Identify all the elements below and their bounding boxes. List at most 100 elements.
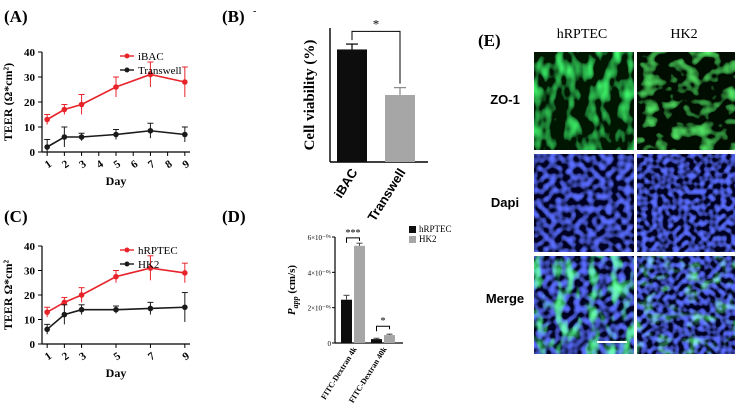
data-point [182, 131, 188, 138]
data-point [44, 144, 50, 150]
micrograph-hrptec-dapi [534, 154, 634, 252]
data-point [78, 101, 85, 108]
y-tick-label: 20 [24, 97, 36, 109]
legend-label: Transwell [138, 65, 182, 77]
x-tick-label: Transwell [364, 166, 408, 224]
y-tick-label: 40 [24, 241, 36, 253]
micrograph-hrptec-zo1 [534, 52, 634, 150]
legend-label: hRPTEC [419, 224, 452, 234]
y-tick-label: 0 [30, 339, 36, 351]
x-tick-label: 6 [129, 158, 141, 171]
y-tick-label: 20 [24, 290, 36, 302]
y-tick-label: 0 [30, 147, 36, 159]
panel-label-d: (D) [222, 207, 246, 226]
x-tick-label: 5 [112, 158, 124, 171]
chart-b: Cell viability (%) iBAC Transwell * [302, 16, 428, 224]
y-axis-label-sub: app [291, 296, 300, 308]
data-point [147, 71, 154, 78]
data-point [78, 306, 85, 313]
series-line-transwell [46, 129, 185, 148]
series-line-hk2 [46, 306, 185, 330]
y-axis-label: Cell viability (%) [302, 40, 318, 151]
data-point [61, 299, 68, 306]
series-line-hrptec [46, 267, 185, 313]
data-point [182, 79, 188, 85]
data-point [147, 305, 154, 312]
data-point [61, 134, 68, 140]
x-tick-label: 9 [180, 350, 192, 363]
data-point [113, 131, 119, 138]
x-tick-label: 2 [60, 158, 72, 171]
merge-fibres-hrptec [534, 256, 634, 354]
data-point [78, 292, 85, 298]
x-tick-label: 3 [77, 350, 89, 363]
panel-label-b: (B) [222, 7, 245, 26]
y-tick-label: 10 [24, 315, 36, 327]
y-axis-label: TEER (Ω*cm²) [1, 63, 15, 141]
data-point [182, 304, 188, 311]
data-point [44, 309, 50, 315]
y-tick-label: 30 [24, 72, 36, 84]
legend-swatch [409, 236, 416, 243]
y-tick-label: 2×10⁻⁰⁶ [308, 305, 332, 313]
micrograph-hrptec-merge [534, 256, 634, 354]
panel-label-e: (E) [478, 31, 501, 50]
data-point [182, 270, 188, 276]
x-tick-label: 7 [146, 350, 158, 363]
data-point [113, 273, 119, 280]
x-tick-label: 3 [77, 158, 89, 171]
data-point [78, 134, 85, 140]
micrograph-row-zo1: ZO-1 [490, 92, 520, 107]
x-tick-label: 1 [43, 158, 54, 171]
y-axis-label: TEER Ω*cm² [1, 260, 15, 331]
x-tick-label: 8 [163, 158, 175, 171]
x-tick-label: 4 [94, 158, 106, 171]
data-point [61, 311, 68, 318]
legend-marker [124, 247, 130, 253]
data-point [147, 127, 154, 134]
legend-label: HK2 [138, 259, 159, 271]
significance-bracket [346, 237, 360, 243]
micrograph-hk2-dapi [637, 154, 735, 252]
y-axis-label-unit: (cm/s) [286, 265, 298, 297]
bar-hk2 [354, 245, 365, 343]
panel-label-a: (A) [4, 7, 28, 26]
legend-label: HK2 [419, 234, 437, 244]
x-tick-label: 2 [60, 350, 72, 363]
panel-b-mark: - [253, 6, 256, 17]
micrograph-row-dapi: Dapi [491, 195, 519, 210]
legend-swatch [409, 226, 416, 233]
bar-hk2 [384, 335, 395, 343]
x-tick-label: 9 [180, 158, 192, 171]
micrograph-hk2-zo1 [637, 52, 735, 150]
significance-mark: *** [346, 228, 361, 239]
legend-marker [124, 67, 130, 73]
x-axis-label: Day [106, 174, 127, 188]
x-tick-label: 1 [43, 350, 54, 363]
data-point [61, 106, 68, 113]
y-tick-label: 6×10⁻⁰⁶ [308, 234, 332, 242]
chart-c: 0 10 20 30 40 1 2 3 5 7 9 Day TEER Ω*cm² hRPTEC HK2 [1, 241, 192, 380]
y-tick-label: 10 [24, 122, 36, 134]
significance-bracket [376, 325, 390, 332]
panel-label-c: (C) [4, 207, 28, 226]
legend-marker [124, 261, 130, 267]
x-tick-label: iBAC [331, 165, 361, 200]
data-point [147, 265, 154, 271]
bar-transwell [385, 95, 415, 162]
x-tick-label: 7 [146, 158, 158, 171]
micrograph-hk2-merge [637, 256, 735, 354]
y-axis-label-main: P [286, 308, 298, 315]
data-point [113, 84, 119, 90]
data-point [113, 306, 119, 313]
y-axis-label: Papp (cm/s) [286, 265, 300, 316]
legend-label: iBAC [138, 51, 164, 63]
bar-hrptec [341, 299, 352, 343]
data-point [44, 116, 50, 123]
data-point [44, 326, 50, 333]
y-tick-label: 40 [24, 47, 36, 59]
bar-ibac [337, 49, 367, 162]
bar-hrptec [371, 339, 382, 343]
x-tick-label: 5 [112, 350, 124, 363]
